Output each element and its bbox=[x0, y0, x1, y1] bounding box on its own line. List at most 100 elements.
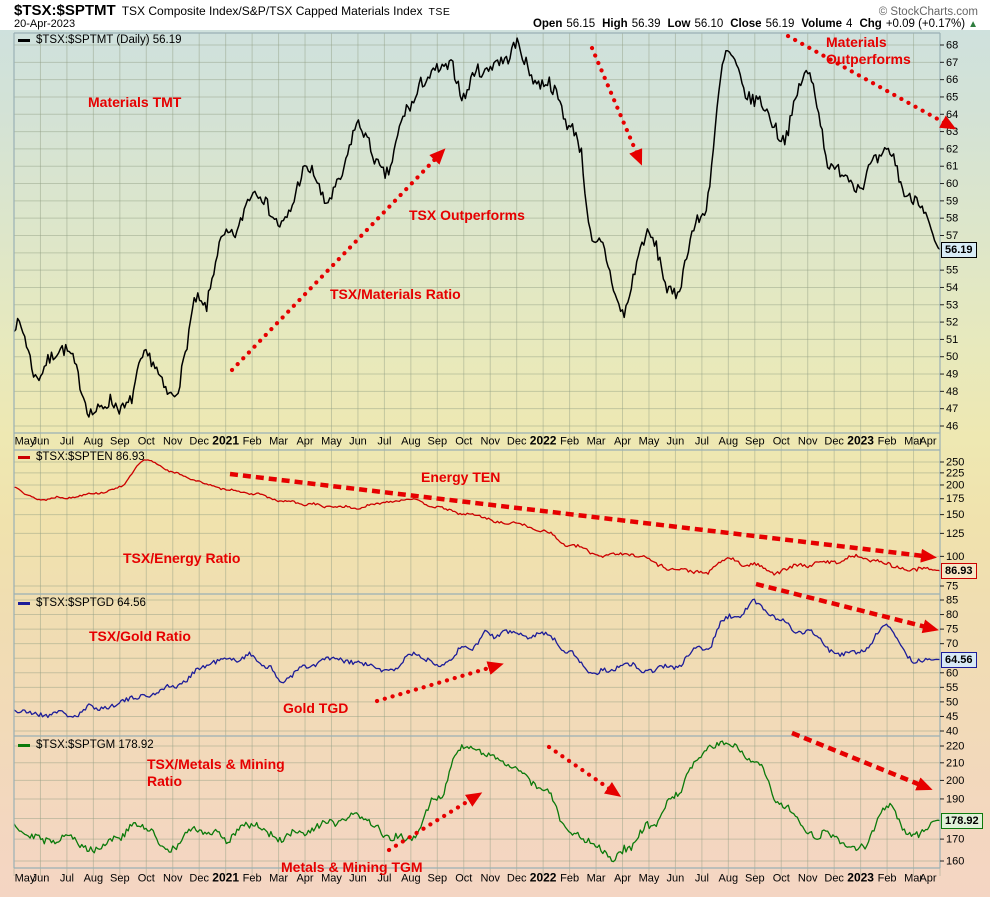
x-tick-label: Aug bbox=[401, 873, 421, 885]
x-tick-label: Nov bbox=[480, 436, 500, 448]
x-tick-label: Sep bbox=[428, 436, 448, 448]
x-tick-label: Jun bbox=[349, 873, 367, 885]
x-tick-label: Jun bbox=[667, 873, 685, 885]
x-tick-label: Jun bbox=[32, 436, 50, 448]
x-tick-label: Aug bbox=[84, 873, 104, 885]
panel-borders bbox=[13, 32, 941, 869]
y-tick-label: 60 bbox=[946, 178, 958, 190]
x-tick-label: Feb bbox=[878, 436, 897, 448]
x-tick-label: May bbox=[15, 436, 36, 448]
x-tick-label: Feb bbox=[243, 873, 262, 885]
x-tick-label: Mar bbox=[269, 873, 288, 885]
y-tick-label: 54 bbox=[946, 282, 958, 294]
chart-background bbox=[0, 30, 990, 897]
x-tick-label: 2022 bbox=[530, 434, 557, 448]
y-tick-label: 75 bbox=[946, 581, 958, 593]
y-tick-label: 170 bbox=[946, 834, 964, 846]
x-tick-label: Mar bbox=[269, 436, 288, 448]
trend-arrow bbox=[785, 33, 957, 130]
y-tick-label: 57 bbox=[946, 230, 958, 242]
y-tick-label: 50 bbox=[946, 351, 958, 363]
x-tick-label: Dec bbox=[189, 436, 209, 448]
x-tick-label: Aug bbox=[719, 436, 739, 448]
x-tick-label: Apr bbox=[919, 436, 936, 448]
x-tick-label: Sep bbox=[110, 873, 130, 885]
x-tick-label: Jul bbox=[60, 873, 74, 885]
legend-swatch bbox=[18, 38, 30, 42]
trend-arrow bbox=[791, 730, 933, 791]
quote-value: +0.09 (+0.17%) bbox=[885, 18, 966, 30]
y-tick-label: 46 bbox=[946, 421, 958, 433]
quote-value: 4 bbox=[846, 18, 853, 30]
chart-header: $TSX:$SPTMT TSX Composite Index/S&P/TSX … bbox=[0, 0, 990, 30]
y-tick-label: 68 bbox=[946, 40, 958, 52]
legend-label: $TSX:$SPTEN 86.93 bbox=[36, 451, 145, 463]
x-tick-label: Feb bbox=[560, 873, 579, 885]
x-tick-label: Dec bbox=[824, 873, 844, 885]
y-tick-label: 150 bbox=[946, 509, 964, 521]
y-tick-label: 62 bbox=[946, 143, 958, 155]
x-tick-label: Aug bbox=[84, 436, 104, 448]
x-tick-label: Sep bbox=[110, 436, 130, 448]
trend-arrow bbox=[589, 45, 643, 166]
legend-swatch bbox=[18, 743, 30, 747]
trend-arrow bbox=[386, 792, 483, 853]
x-tick-label: Dec bbox=[507, 873, 527, 885]
x-tick-label: Oct bbox=[138, 436, 155, 448]
chart-annotation: TSX/Metals & Mining Ratio bbox=[147, 756, 285, 789]
price-line-$TSX:$SPTGM bbox=[13, 740, 941, 863]
legend-label: $TSX:$SPTGD 64.56 bbox=[36, 597, 146, 609]
x-tick-label: Nov bbox=[798, 436, 818, 448]
y-tick-label: 85 bbox=[946, 595, 958, 607]
x-tick-label: 2023 bbox=[847, 871, 874, 885]
x-tick-label: Mar bbox=[587, 873, 606, 885]
y-tick-label: 64 bbox=[946, 109, 958, 121]
x-tick-label: May bbox=[639, 436, 660, 448]
x-tick-label: Feb bbox=[243, 436, 262, 448]
y-tick-label: 51 bbox=[946, 334, 958, 346]
price-line-$TSX:$SPTGD bbox=[13, 598, 940, 719]
y-tick-label: 80 bbox=[946, 609, 958, 621]
symbol-title: $TSX:$SPTMT bbox=[14, 2, 116, 19]
trend-arrow bbox=[229, 148, 446, 373]
x-tick-label: Apr bbox=[614, 436, 631, 448]
x-tick-label: Jun bbox=[349, 436, 367, 448]
copyright: © StockCharts.com bbox=[878, 6, 978, 18]
y-tick-label: 250 bbox=[946, 457, 964, 469]
y-axis-ticks: 6867666564636261605958575554535251504948… bbox=[940, 40, 964, 868]
chart-annotation: TSX/Gold Ratio bbox=[89, 628, 191, 644]
trend-arrows bbox=[229, 33, 957, 853]
y-tick-label: 45 bbox=[946, 711, 958, 723]
legend-sptgd: $TSX:$SPTGD 64.56 bbox=[18, 597, 146, 609]
legend-swatch bbox=[18, 601, 30, 605]
y-tick-label: 52 bbox=[946, 317, 958, 329]
quote-bar: Open 56.15 High 56.39 Low 56.10 Close 56.19 Volu… bbox=[526, 18, 978, 30]
y-tick-label: 58 bbox=[946, 213, 958, 225]
trend-arrow bbox=[546, 744, 622, 797]
x-tick-label: May bbox=[15, 873, 36, 885]
x-tick-label: Jul bbox=[377, 873, 391, 885]
x-tick-label: May bbox=[321, 873, 342, 885]
quote-value: 56.15 bbox=[566, 18, 596, 30]
x-tick-label: May bbox=[639, 873, 660, 885]
last-value-box-sptgm: 178.92 bbox=[941, 812, 983, 829]
x-tick-label: Nov bbox=[163, 436, 183, 448]
x-tick-label: Dec bbox=[824, 436, 844, 448]
y-tick-label: 65 bbox=[946, 91, 958, 103]
legend-sptmt: $TSX:$SPTMT (Daily) 56.19 bbox=[18, 34, 182, 46]
y-tick-label: 175 bbox=[946, 493, 964, 505]
quote-label: Chg bbox=[859, 18, 882, 30]
y-tick-label: 59 bbox=[946, 195, 958, 207]
title-row: $TSX:$SPTMT TSX Composite Index/S&P/TSX … bbox=[0, 0, 990, 19]
legend-label: $TSX:$SPTGM 178.92 bbox=[36, 739, 154, 751]
x-tick-label: Sep bbox=[745, 873, 765, 885]
quote-label: Close bbox=[730, 18, 762, 30]
quote-label: Low bbox=[667, 18, 691, 30]
chart-annotation: Gold TGD bbox=[283, 700, 349, 716]
trend-arrow bbox=[229, 471, 937, 563]
legend-sptgm: $TSX:$SPTGM 178.92 bbox=[18, 739, 154, 751]
x-tick-label: Apr bbox=[614, 873, 631, 885]
y-tick-label: 47 bbox=[946, 403, 958, 415]
